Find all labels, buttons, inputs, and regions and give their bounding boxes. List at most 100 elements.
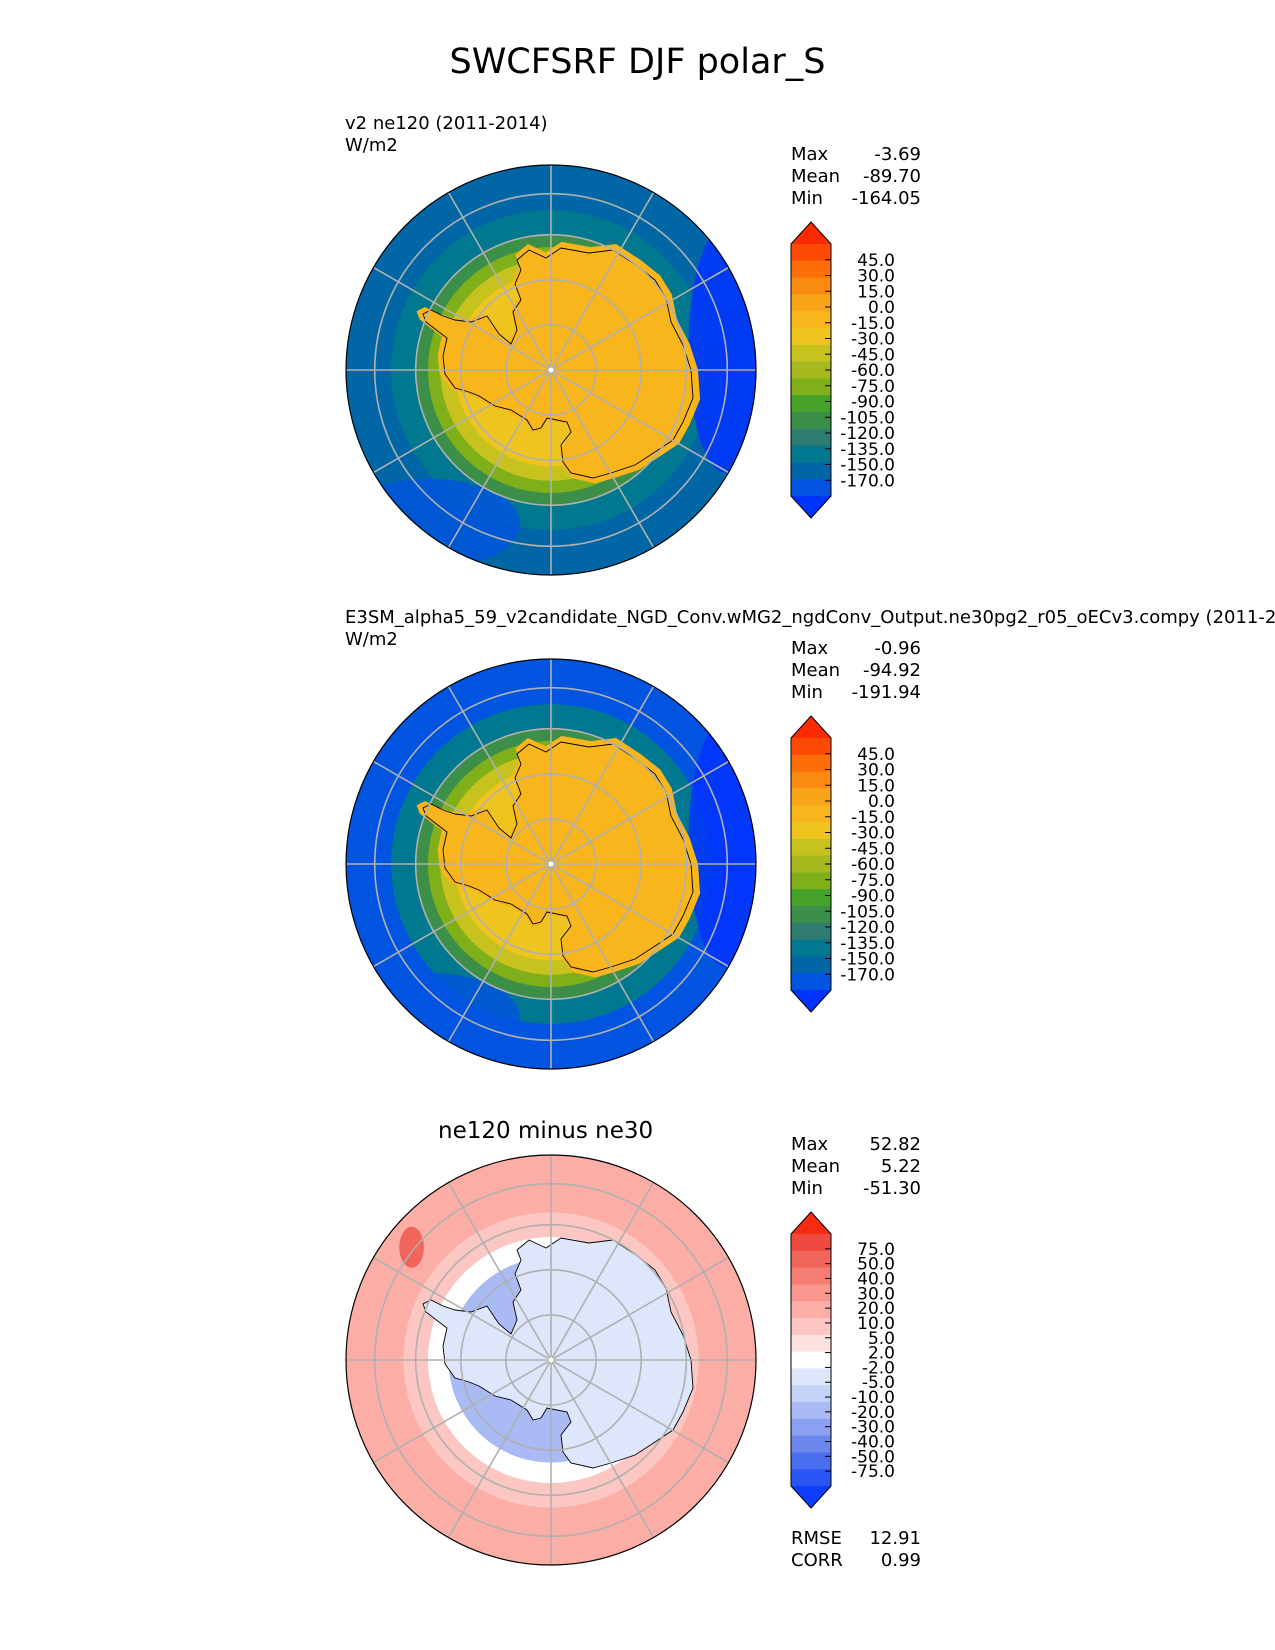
stat-value: -0.96 xyxy=(874,638,921,659)
stat-label: Min xyxy=(791,682,823,703)
colorbar-segment xyxy=(791,1402,831,1420)
colorbar-tick-label: 45.0 xyxy=(857,251,895,271)
stat-value: -89.70 xyxy=(862,166,921,187)
colorbar-segment xyxy=(791,445,831,463)
stat-value: -94.92 xyxy=(862,660,921,681)
colorbar-tick-label: -75.0 xyxy=(851,377,895,397)
colorbar-segment xyxy=(791,244,831,262)
rmse-label: RMSE xyxy=(791,1528,842,1549)
colorbar-segment xyxy=(791,428,831,447)
figure-title: SWCFSRF DJF polar_S xyxy=(449,42,826,82)
panel2-stats: Max -0.96 Mean -94.92 Min -191.94 xyxy=(791,638,921,704)
pole-marker xyxy=(548,367,554,373)
stat-value: -51.30 xyxy=(862,1178,921,1199)
colorbar-segment xyxy=(791,973,831,991)
colorbar-outline xyxy=(790,221,832,519)
corr-label: CORR xyxy=(791,1550,843,1571)
stat-label: Max xyxy=(791,638,829,659)
stat-value: -164.05 xyxy=(851,188,921,209)
panel2-units: W/m2 xyxy=(345,629,398,650)
colorbar-outline xyxy=(790,715,832,1013)
colorbar-tick-label: 2.0 xyxy=(868,1344,895,1364)
colorbar-extend-bottom xyxy=(791,990,831,1012)
colorbar-segment xyxy=(791,822,831,840)
colorbar-tick-label: -60.0 xyxy=(851,361,895,381)
colorbar-tick-label: -135.0 xyxy=(840,934,895,954)
colorbar-segment xyxy=(791,378,831,396)
colorbar-tick-label: -30.0 xyxy=(851,1418,895,1438)
panel3-stats: Max 52.82 Mean 5.22 Min -51.30 xyxy=(791,1134,921,1200)
colorbar-extend-top xyxy=(791,716,831,738)
colorbar-tick-label: -105.0 xyxy=(840,408,895,428)
colorbar-extend-top xyxy=(791,1212,831,1234)
colorbar-segment xyxy=(791,1284,831,1302)
colorbar-segment xyxy=(791,1385,831,1403)
colorbar-tick-label: -5.0 xyxy=(862,1373,895,1393)
colorbar-segment xyxy=(791,872,831,890)
map-boundary xyxy=(345,658,757,1070)
colorbar-segment xyxy=(791,1418,831,1437)
colorbar-tick-label: 5.0 xyxy=(868,1329,895,1349)
colorbar-extend-bottom xyxy=(791,1486,831,1508)
colorbar-segment xyxy=(791,1318,831,1336)
colorbar-segment xyxy=(791,1334,831,1353)
colorbar-tick-label: 50.0 xyxy=(857,1255,895,1275)
colorbar-segment xyxy=(791,361,831,379)
colorbar-tick-label: -30.0 xyxy=(851,330,895,350)
colorbar-tick-label: -45.0 xyxy=(851,839,895,859)
colorbar-tick-label: 30.0 xyxy=(857,761,895,781)
colorbar-3: 75.050.040.030.020.010.05.02.0-2.0-5.0-1… xyxy=(790,1211,895,1509)
panel2-title: E3SM_alpha5_59_v2candidate_NGD_Conv.wMG2… xyxy=(345,607,1275,628)
colorbar-tick-label: -60.0 xyxy=(851,855,895,875)
colorbar-extend-bottom xyxy=(791,496,831,518)
colorbar-tick-label: -30.0 xyxy=(851,824,895,844)
colorbar-extend-top xyxy=(791,222,831,244)
pole-marker xyxy=(548,1357,554,1363)
colorbar-segment xyxy=(791,1452,831,1470)
polar-map-1 xyxy=(345,164,757,576)
coastline xyxy=(422,1237,694,1469)
colorbar-segment xyxy=(791,889,831,907)
colorbar-segment xyxy=(791,412,831,430)
colorbar-tick-label: -170.0 xyxy=(840,965,895,985)
colorbar-tick-label: -150.0 xyxy=(840,950,895,970)
colorbar-segment xyxy=(791,838,831,857)
colorbar-tick-label: -75.0 xyxy=(851,1462,895,1482)
colorbar-tick-label: 10.0 xyxy=(857,1314,895,1334)
corr-value: 0.99 xyxy=(880,1550,921,1571)
colorbar-tick-label: 0.0 xyxy=(868,792,895,812)
panel1-stats: Max -3.69 Mean -89.70 Min -164.05 xyxy=(791,144,921,210)
colorbar-segment xyxy=(791,788,831,806)
colorbar-segment xyxy=(791,956,831,974)
rmse-value: 12.91 xyxy=(869,1528,921,1549)
colorbar-segment xyxy=(791,328,831,346)
colorbar-segment xyxy=(791,344,831,363)
land-field xyxy=(416,735,701,978)
colorbar-segment xyxy=(791,1234,831,1252)
colorbar-tick-label: -135.0 xyxy=(840,440,895,460)
colorbar-tick-label: 20.0 xyxy=(857,1299,895,1319)
polar-map-2 xyxy=(345,658,757,1070)
colorbar-segment xyxy=(791,462,831,480)
colorbar-tick-label: 40.0 xyxy=(857,1269,895,1289)
colorbar-tick-label: -120.0 xyxy=(840,424,895,444)
colorbar-segment xyxy=(791,771,831,789)
coastline xyxy=(422,741,694,973)
stat-label: Max xyxy=(791,1134,829,1155)
stat-value: -191.94 xyxy=(851,682,921,703)
colorbar-tick-label: -105.0 xyxy=(840,902,895,922)
colorbar-tick-label: 15.0 xyxy=(857,776,895,796)
stat-value: 52.82 xyxy=(869,1134,921,1155)
colorbar-segment xyxy=(791,294,831,312)
colorbar-tick-label: -90.0 xyxy=(851,887,895,907)
colorbar-tick-label: -90.0 xyxy=(851,393,895,413)
colorbar-segment xyxy=(791,1351,831,1369)
colorbar-outline xyxy=(790,1211,832,1509)
pole-marker xyxy=(548,861,554,867)
colorbar-tick-label: -45.0 xyxy=(851,345,895,365)
colorbar-tick-label: -15.0 xyxy=(851,314,895,334)
colorbar-2: 45.030.015.00.0-15.0-30.0-45.0-60.0-75.0… xyxy=(790,715,895,1013)
colorbar-tick-label: -120.0 xyxy=(840,918,895,938)
panel3-title: ne120 minus ne30 xyxy=(438,1118,654,1144)
